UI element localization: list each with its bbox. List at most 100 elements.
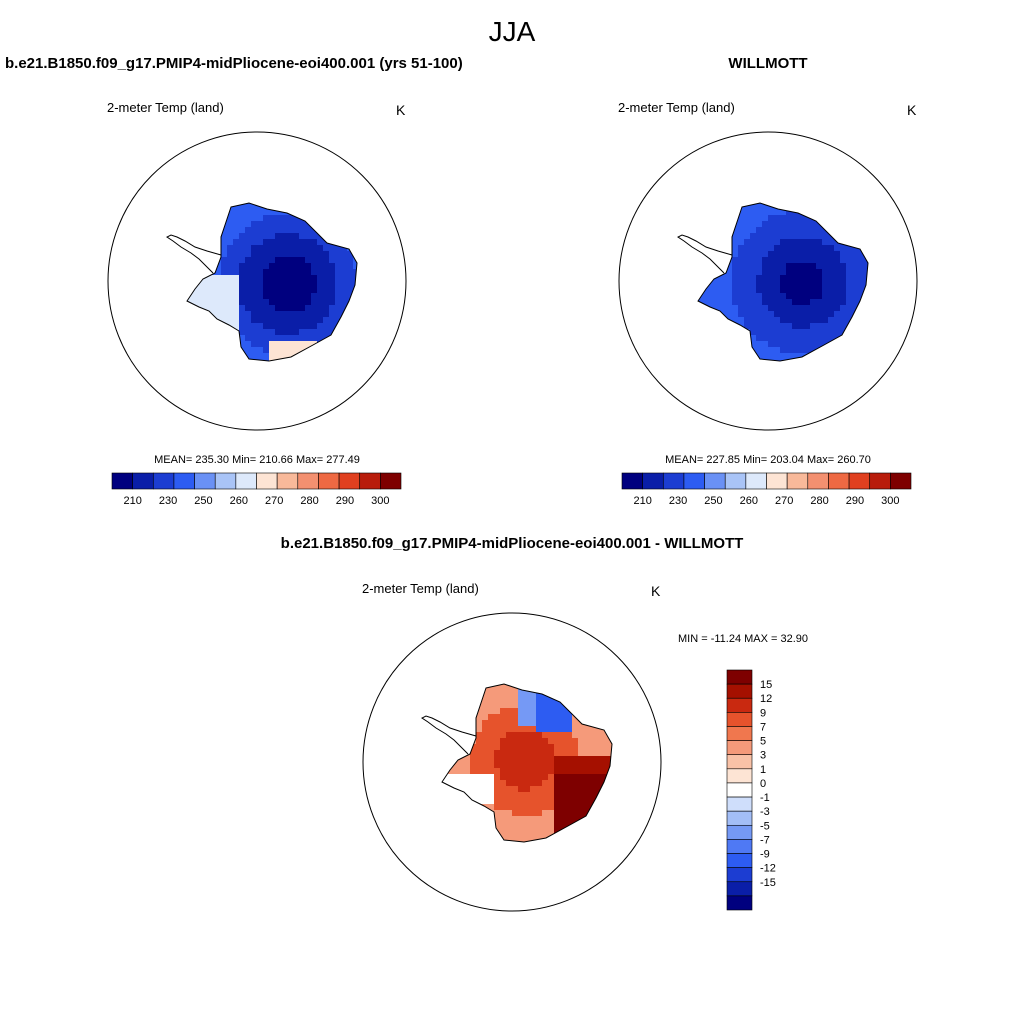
field-cell	[323, 257, 330, 264]
field-cell	[816, 275, 823, 282]
field-cell	[590, 846, 597, 853]
field-cell	[530, 768, 537, 775]
field-cell	[167, 227, 174, 234]
field-cell	[678, 353, 685, 360]
field-cell	[834, 341, 841, 348]
field-cell	[187, 209, 192, 216]
field-cell	[239, 287, 246, 294]
field-cell	[780, 329, 787, 336]
field-cell	[233, 311, 240, 318]
field-cell	[822, 215, 829, 222]
field-cell	[780, 245, 787, 252]
field-cell	[341, 257, 348, 264]
field-cell	[804, 215, 811, 222]
field-cell	[578, 792, 585, 799]
field-cell	[197, 359, 204, 361]
field-cell	[353, 335, 357, 342]
field-cell	[197, 251, 204, 258]
field-cell	[786, 365, 793, 372]
field-cell	[257, 323, 264, 330]
field-cell	[554, 750, 561, 757]
field-cell	[852, 305, 859, 312]
field-cell	[608, 744, 612, 751]
field-cell	[329, 215, 336, 222]
field-cell	[804, 263, 811, 270]
field-cell	[798, 293, 805, 300]
field-cell	[476, 834, 483, 841]
field-cell	[858, 287, 865, 294]
field-cell	[566, 804, 573, 811]
field-cell	[233, 215, 240, 222]
field-cell	[542, 774, 549, 781]
field-cell	[792, 245, 799, 252]
field-cell	[834, 353, 841, 360]
field-cell	[584, 798, 591, 805]
field-cell	[566, 762, 573, 769]
field-cell	[311, 215, 318, 222]
field-cell	[560, 684, 567, 691]
field-cell	[464, 744, 471, 751]
field-cell	[756, 293, 763, 300]
field-cell	[209, 299, 216, 306]
panel-model-map	[161, 197, 366, 362]
field-cell	[578, 768, 585, 775]
field-cell	[233, 221, 240, 228]
field-cell	[506, 792, 513, 799]
field-cell	[281, 251, 288, 258]
field-cell	[305, 245, 312, 252]
field-cell	[305, 341, 312, 348]
field-cell	[738, 347, 745, 354]
field-cell	[263, 323, 270, 330]
field-cell	[416, 708, 423, 715]
field-cell	[698, 251, 703, 258]
field-cell	[187, 335, 192, 342]
field-cell	[608, 792, 612, 799]
field-cell	[786, 203, 793, 204]
field-cell	[187, 341, 192, 348]
field-cell	[203, 239, 210, 246]
field-cell	[846, 347, 853, 354]
field-cell	[215, 221, 222, 228]
field-cell	[780, 203, 787, 204]
field-cell	[428, 774, 435, 781]
field-cell	[275, 239, 282, 246]
field-cell	[233, 287, 240, 294]
field-cell	[870, 227, 877, 234]
field-cell	[335, 353, 342, 360]
field-cell	[870, 329, 877, 336]
field-cell	[359, 263, 366, 270]
field-cell	[518, 792, 525, 799]
field-cell	[305, 323, 312, 330]
field-cell	[494, 780, 501, 787]
field-cell	[173, 335, 180, 342]
field-cell	[287, 305, 294, 312]
field-cell	[239, 293, 246, 300]
field-cell	[305, 299, 312, 306]
field-cell	[161, 197, 168, 204]
field-cell	[311, 323, 318, 330]
field-cell	[458, 714, 465, 721]
field-cell	[442, 828, 447, 835]
field-cell	[221, 287, 228, 294]
field-cell	[416, 744, 423, 751]
field-cell	[608, 714, 612, 721]
field-cell	[554, 798, 561, 805]
field-cell	[518, 696, 525, 703]
field-cell	[602, 684, 609, 685]
field-cell	[726, 215, 733, 222]
field-cell	[870, 323, 877, 330]
field-cell	[714, 365, 721, 372]
field-cell	[816, 359, 823, 361]
field-cell	[774, 365, 781, 372]
field-cell	[536, 684, 543, 691]
field-cell	[263, 263, 270, 270]
field-cell	[590, 828, 597, 835]
field-cell	[263, 275, 270, 282]
field-cell	[275, 305, 282, 312]
field-cell	[506, 684, 513, 691]
field-cell	[239, 221, 246, 228]
field-cell	[846, 299, 853, 306]
field-cell	[542, 714, 549, 721]
field-cell	[762, 299, 769, 306]
panel-diff: b.e21.B1850.f09_g17.PMIP4-midPliocene-eo…	[281, 535, 808, 912]
